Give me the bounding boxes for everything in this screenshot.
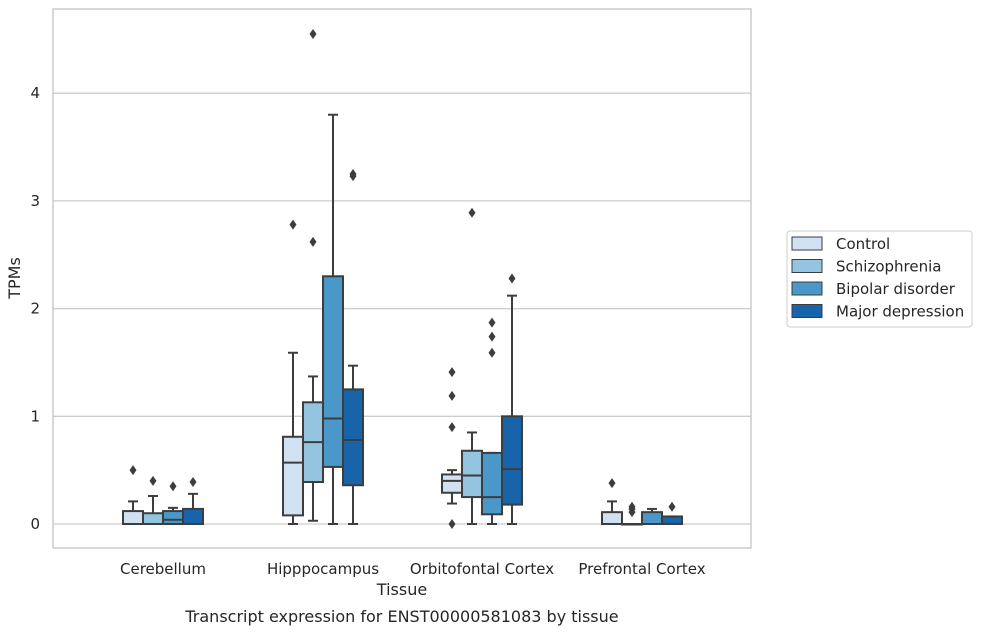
x-tick-labels: Cerebellum Hipppocampus Orbitofontal Corte…	[120, 560, 706, 578]
box-iqr	[162, 510, 184, 525]
y-tick-label: 0	[30, 515, 40, 533]
y-tick-labels: 0 1 2 3 4	[30, 84, 40, 533]
y-tick-label: 4	[30, 84, 40, 102]
outlier-point	[448, 367, 456, 378]
plot-frame	[52, 8, 752, 549]
box-major-depression	[661, 501, 683, 525]
outlier-point	[508, 273, 516, 284]
outlier-point	[189, 476, 197, 487]
box-bipolar-disorder	[481, 317, 503, 525]
y-tick-label: 3	[30, 192, 40, 210]
legend-frame	[786, 230, 973, 328]
legend-entry-label: Control	[836, 235, 890, 253]
legend-swatch	[791, 259, 823, 273]
outlier-point	[448, 390, 456, 401]
box-iqr	[661, 515, 683, 525]
legend-entry-label: Bipolar disorder	[836, 280, 956, 298]
box-major-depression	[182, 476, 204, 525]
legend-swatch	[791, 236, 823, 251]
legend-swatch	[791, 304, 823, 318]
box-iqr	[122, 510, 144, 525]
outlier-point	[129, 465, 137, 476]
box-iqr	[282, 435, 304, 517]
outlier-point	[468, 207, 476, 218]
box-iqr	[461, 449, 483, 499]
outlier-point	[608, 478, 616, 489]
outlier-point	[448, 519, 456, 529]
box-schizophrenia	[461, 207, 483, 525]
outlier-point	[149, 475, 157, 486]
box-bipolar-disorder	[641, 507, 663, 526]
box-iqr	[441, 473, 463, 494]
box-control	[282, 219, 304, 525]
y-tick-label: 2	[30, 300, 40, 318]
x-tick-label: Prefrontal Cortex	[578, 560, 705, 578]
box-major-depression	[342, 168, 364, 525]
box-iqr	[501, 415, 523, 506]
outlier-point	[448, 422, 456, 433]
x-axis-label: Tissue	[376, 580, 427, 599]
legend-entry-label: Major depression	[836, 303, 964, 321]
outlier-point	[349, 168, 357, 179]
x-tick-label: Cerebellum	[120, 560, 206, 578]
box-bipolar-disorder	[162, 481, 184, 525]
outlier-point	[169, 481, 177, 492]
outlier-point	[668, 501, 676, 512]
box-schizophrenia	[142, 475, 164, 525]
box-control	[441, 367, 463, 529]
y-tick-label: 1	[30, 407, 40, 425]
chart-title: Transcript expression for ENST0000058108…	[184, 607, 618, 626]
box-control	[601, 478, 623, 526]
box-iqr	[322, 275, 344, 468]
y-axis-label: TPMs	[5, 257, 24, 300]
box-schizophrenia	[621, 501, 643, 526]
box-major-depression	[501, 273, 523, 525]
legend-entry-label: Schizophrenia	[836, 258, 941, 276]
box-iqr	[601, 511, 623, 526]
legend-swatch	[791, 281, 823, 296]
box-groups	[122, 28, 683, 529]
x-tick-label: Orbitofontal Cortex	[410, 560, 554, 578]
legend: Control Schizophrenia Bipolar disorder Majo…	[786, 230, 973, 328]
outlier-point	[488, 347, 496, 358]
outlier-point	[309, 28, 317, 39]
outlier-point	[289, 219, 297, 230]
outlier-point	[488, 331, 496, 342]
box-bipolar-disorder	[322, 113, 344, 525]
box-iqr	[481, 451, 503, 516]
box-iqr	[342, 388, 364, 487]
box-iqr	[182, 507, 204, 525]
grid-lines	[53, 92, 751, 525]
box-iqr	[641, 511, 663, 526]
outlier-point	[488, 317, 496, 328]
box-control	[122, 465, 144, 525]
outlier-point	[309, 236, 317, 247]
box-schizophrenia	[302, 28, 324, 522]
outlier-point	[628, 501, 636, 512]
x-tick-label: Hipppocampus	[267, 560, 379, 578]
box-iqr	[142, 512, 164, 525]
